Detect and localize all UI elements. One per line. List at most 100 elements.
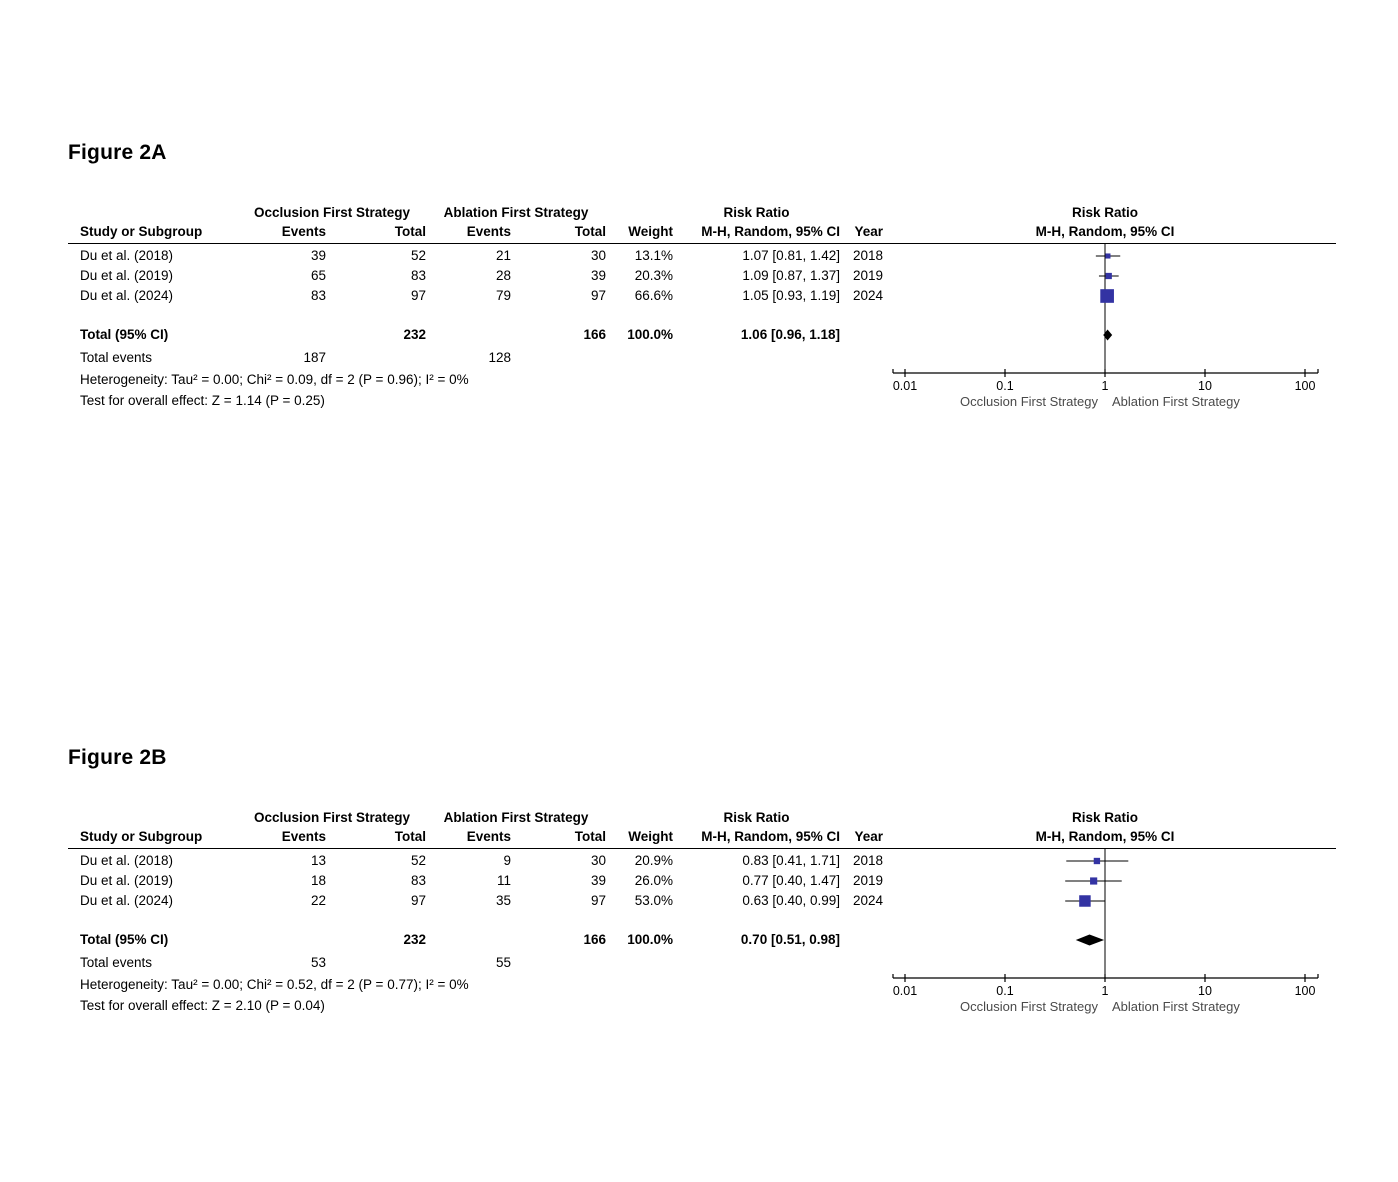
weight-value: 26.0% <box>634 873 673 888</box>
axis-tick-label: 0.01 <box>893 984 917 998</box>
pooled-ci: 1.06 [0.96, 1.18] <box>740 327 840 342</box>
total1-value: 52 <box>410 853 426 868</box>
events2-column-header: Events <box>466 829 511 844</box>
events1-value: 65 <box>310 268 326 283</box>
study-weight-marker <box>1105 272 1112 280</box>
ci-value: 1.05 [0.93, 1.19] <box>742 288 840 303</box>
total2-value: 97 <box>590 288 606 303</box>
total-events1-value: 187 <box>303 350 326 365</box>
total2-value: 39 <box>590 268 606 283</box>
study-weight-marker <box>1090 877 1098 885</box>
total1-column-header: Total <box>394 829 426 844</box>
figure-2a: Figure 2A Occlusion First Strategy Ablat… <box>0 140 1398 450</box>
events1-column-header: Events <box>281 224 326 239</box>
events1-value: 83 <box>310 288 326 303</box>
total2-value: 30 <box>590 853 606 868</box>
study-name: Du et al. (2018) <box>80 248 174 263</box>
total-events1-value: 53 <box>310 955 326 970</box>
axis-tick-label: 10 <box>1198 984 1212 998</box>
group1-column-header: Occlusion First Strategy <box>253 810 411 825</box>
total-events2-value: 128 <box>488 350 511 365</box>
group2-column-header: Ablation First Strategy <box>443 810 589 825</box>
total2-sum: 166 <box>583 932 606 947</box>
total1-value: 52 <box>410 248 426 263</box>
axis-tick-label: 100 <box>1295 984 1316 998</box>
study-row: Du et al. (2018) 13 52 9 30 20.9% 0.83 [… <box>68 851 883 871</box>
total1-sum: 232 <box>403 932 426 947</box>
year-value: 2024 <box>852 893 883 908</box>
figure-label: Figure 2A <box>68 141 167 164</box>
axis-tick-label: 0.01 <box>893 379 917 393</box>
weight-value: 20.9% <box>634 853 673 868</box>
total-events-label: Total events <box>80 350 153 365</box>
events1-value: 22 <box>310 893 326 908</box>
study-weight-marker <box>1079 895 1091 907</box>
favors-right-label: Ablation First Strategy <box>1112 394 1240 409</box>
heterogeneity-note: Heterogeneity: Tau² = 0.00; Chi² = 0.09,… <box>80 372 469 387</box>
events1-column-header: Events <box>281 829 326 844</box>
study-row: Du et al. (2024) 22 97 35 97 53.0% 0.63 … <box>68 891 883 911</box>
ci-value: 0.77 [0.40, 1.47] <box>742 873 840 888</box>
total2-sum: 166 <box>583 327 606 342</box>
total-events-row: Total events 53 55 <box>68 953 883 973</box>
study-name: Du et al. (2018) <box>80 853 174 868</box>
events1-value: 13 <box>310 853 326 868</box>
pooled-diamond <box>1075 934 1105 946</box>
study-column-header: Study or Subgroup <box>80 224 203 239</box>
total-row: Total (95% CI) 232 166 100.0% 1.06 [0.96… <box>68 325 883 345</box>
axis-tick-label: 0.1 <box>996 984 1013 998</box>
year-value: 2019 <box>852 873 883 888</box>
total1-sum: 232 <box>403 327 426 342</box>
total-label: Total (95% CI) <box>80 932 169 947</box>
forest-plot: 0.01 0.1 1 10 100 Occlusion First Strategy Abl… <box>892 849 1319 1014</box>
total1-value: 83 <box>410 268 426 283</box>
total1-column-header: Total <box>394 224 426 239</box>
total1-value: 97 <box>410 893 426 908</box>
weight-column-header: Weight <box>628 224 673 239</box>
study-row: Du et al. (2018) 39 52 21 30 13.1% 1.07 … <box>68 246 883 266</box>
group-header-row: Occlusion First Strategy Ablation First … <box>68 203 883 223</box>
year-column-header: Year <box>854 224 883 239</box>
events1-value: 18 <box>310 873 326 888</box>
effect-column-header: Risk Ratio <box>723 205 790 220</box>
events1-value: 39 <box>310 248 326 263</box>
total-label: Total (95% CI) <box>80 327 169 342</box>
axis-tick-label: 1 <box>1102 379 1109 393</box>
figure-label: Figure 2B <box>68 746 167 769</box>
total-events-row: Total events 187 128 <box>68 348 883 368</box>
weight-column-header: Weight <box>628 829 673 844</box>
events2-value: 28 <box>495 268 511 283</box>
overall-effect-note: Test for overall effect: Z = 1.14 (P = 0… <box>80 393 325 408</box>
events2-value: 35 <box>495 893 511 908</box>
study-name: Du et al. (2019) <box>80 873 174 888</box>
study-weight-marker <box>1105 253 1111 259</box>
events2-column-header: Events <box>466 224 511 239</box>
study-name: Du et al. (2019) <box>80 268 174 283</box>
events2-value: 21 <box>495 248 511 263</box>
plot-effect-title: Risk Ratio <box>1071 205 1139 220</box>
header-rule <box>68 848 1336 849</box>
study-row: Du et al. (2019) 65 83 28 39 20.3% 1.09 … <box>68 266 883 286</box>
total2-value: 30 <box>590 248 606 263</box>
figure-2b: Figure 2B Occlusion First Strategy Ablat… <box>0 745 1398 1055</box>
effect-column-header: Risk Ratio <box>723 810 790 825</box>
events2-value: 11 <box>496 873 511 888</box>
axis-tick-label: 1 <box>1102 984 1109 998</box>
plot-method-title: M-H, Random, 95% CI <box>1035 224 1175 239</box>
group-header-row: Occlusion First Strategy Ablation First … <box>68 808 883 828</box>
total2-column-header: Total <box>574 829 606 844</box>
study-weight-marker <box>1100 289 1114 303</box>
favors-left-label: Occlusion First Strategy <box>960 394 1098 409</box>
total2-value: 97 <box>590 893 606 908</box>
total2-column-header: Total <box>574 224 606 239</box>
study-name: Du et al. (2024) <box>80 893 174 908</box>
total-row: Total (95% CI) 232 166 100.0% 0.70 [0.51… <box>68 930 883 950</box>
study-name: Du et al. (2024) <box>80 288 174 303</box>
ci-value: 1.07 [0.81, 1.42] <box>742 248 840 263</box>
forest-plot: 0.01 0.1 1 10 100 Occlusion First Strategy Abl… <box>892 244 1319 409</box>
year-value: 2024 <box>852 288 883 303</box>
favors-right-label: Ablation First Strategy <box>1112 999 1240 1014</box>
study-row: Du et al. (2024) 83 97 79 97 66.6% 1.05 … <box>68 286 883 306</box>
year-value: 2018 <box>852 248 883 263</box>
total-weight: 100.0% <box>627 327 673 342</box>
